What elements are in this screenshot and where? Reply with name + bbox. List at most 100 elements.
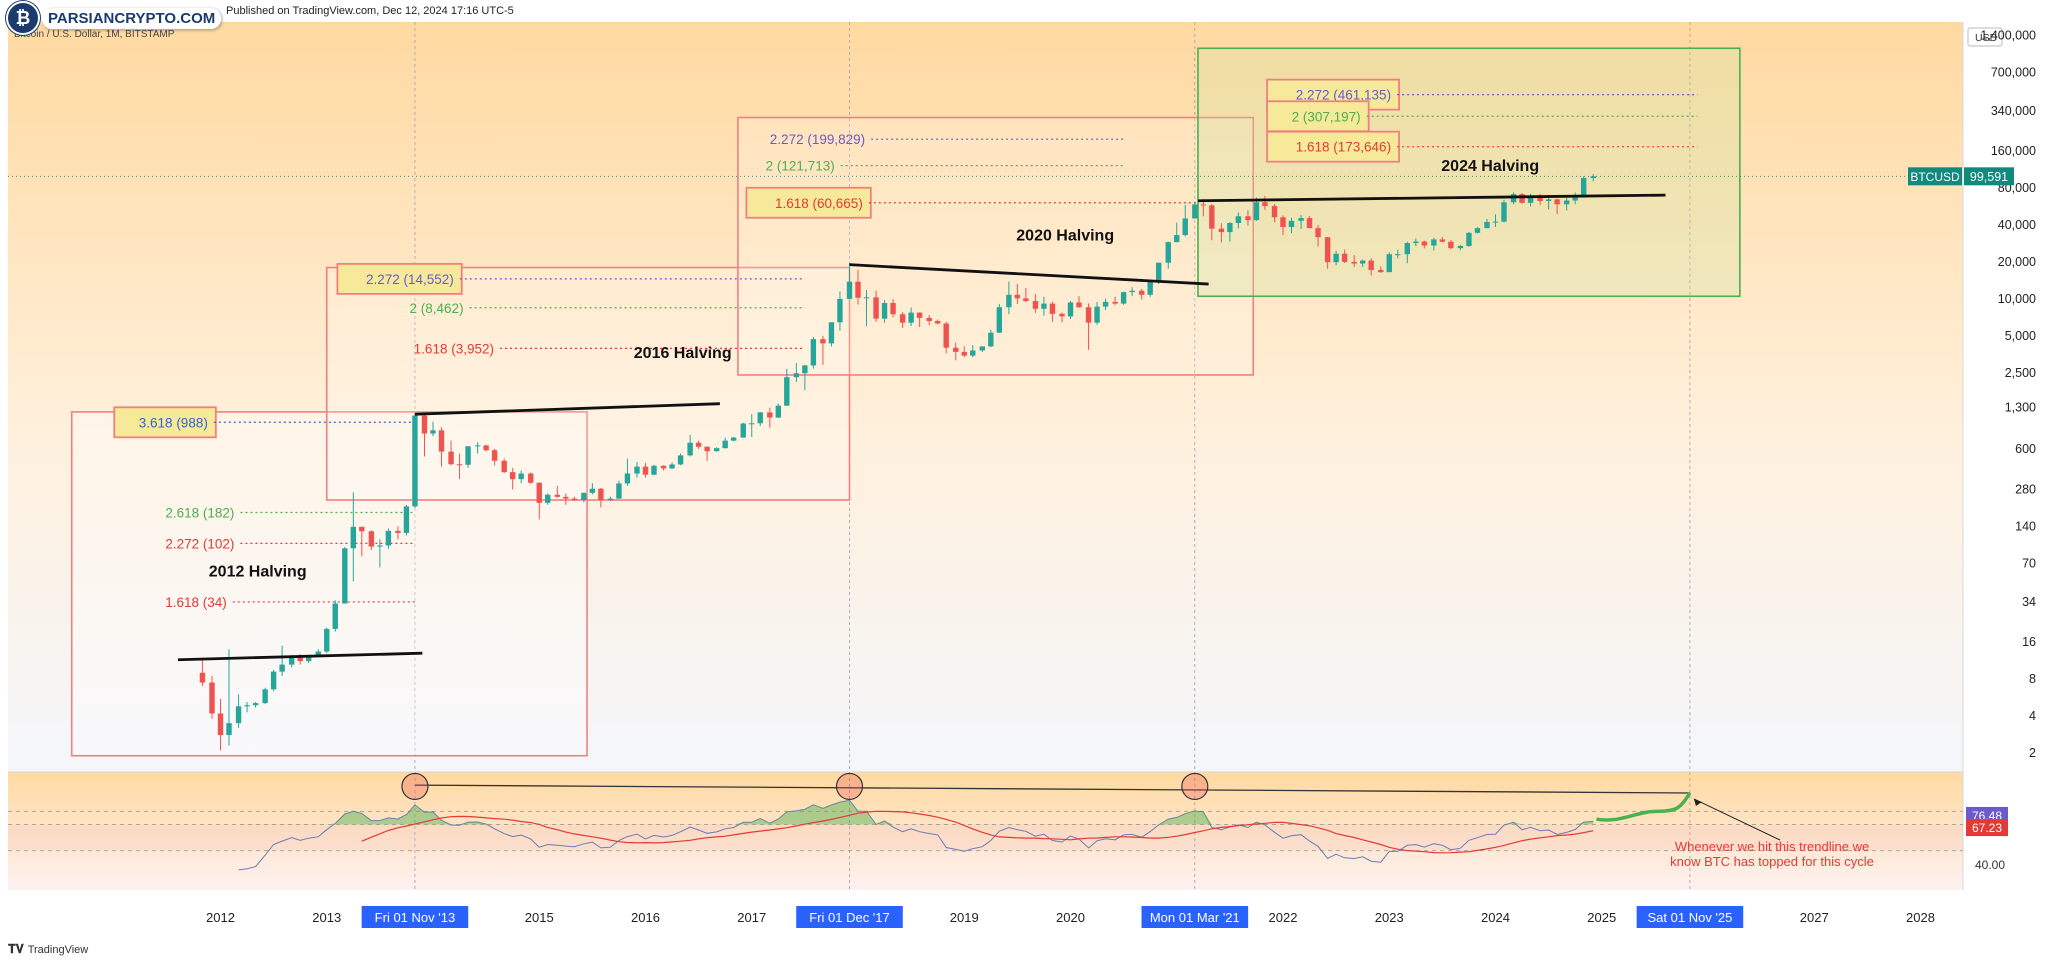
candle: [1200, 204, 1207, 206]
candle: [509, 472, 516, 480]
fib-label: 1.618 (173,646): [1296, 140, 1391, 155]
candle: [332, 603, 338, 629]
candle: [385, 530, 392, 546]
candle: [1333, 253, 1339, 263]
candle: [1298, 218, 1304, 221]
candle: [1245, 216, 1251, 221]
candle: [1138, 290, 1145, 295]
x-marker-tag: [361, 906, 469, 928]
candle: [1580, 178, 1587, 195]
candle: [1023, 298, 1029, 302]
oscillator-pane-bg: [8, 772, 1963, 890]
candle: [235, 706, 242, 724]
fib-label: 2.272 (461,135): [1296, 88, 1391, 103]
candle: [465, 446, 471, 465]
candle: [209, 682, 215, 714]
candle: [1182, 218, 1188, 236]
candle: [802, 365, 808, 374]
brand-name: TradingView: [27, 943, 89, 956]
candle: [855, 281, 861, 298]
candle: [1554, 199, 1560, 205]
x-marker-label: Sat 01 Nov '25: [1648, 910, 1733, 925]
candle: [1192, 204, 1198, 219]
candle: [926, 317, 932, 322]
candle: [1209, 205, 1215, 229]
candle: [1351, 261, 1357, 264]
candle: [1563, 200, 1570, 205]
x-marker-label: Fri 01 Nov '13: [375, 910, 456, 925]
candle: [1112, 301, 1118, 304]
x-tick-label: 2024: [1481, 910, 1510, 925]
rsi-overbought-fill: [238, 800, 1594, 825]
candle: [1235, 216, 1242, 223]
footer-brand[interactable]: 𝐓𝐕 TradingView: [8, 942, 88, 957]
projected-rsi-path: [1596, 792, 1692, 822]
candle: [1466, 232, 1472, 246]
y-tick-label: 280: [2015, 483, 2036, 497]
candle: [651, 465, 657, 475]
x-tick-label: 2023: [1375, 910, 1404, 925]
y-tick-label: 700,000: [1991, 65, 2036, 79]
y-tick-label: 4: [2029, 709, 2036, 723]
fib-label-box: [1266, 100, 1370, 133]
candle: [279, 664, 285, 672]
published-info: Published on TradingView.com, Dec 12, 20…: [226, 5, 514, 17]
candle: [377, 545, 383, 547]
box-2012: [70, 411, 588, 757]
y-tick-label: 2,500: [2005, 366, 2036, 380]
rsi-line: [238, 799, 1594, 871]
candle: [740, 423, 746, 438]
candle: [1572, 194, 1578, 201]
y-tick-label: 16: [2022, 635, 2036, 649]
fib-label: 2 (307,197): [1292, 109, 1361, 124]
symbol-tag: [1908, 167, 1962, 186]
tradingview-icon: 𝐓𝐕: [8, 942, 24, 956]
fib-label: 2.272 (199,829): [770, 132, 865, 147]
candle: [350, 526, 357, 549]
candle: [1253, 202, 1260, 221]
x-tick-label: 2028: [1906, 910, 1935, 925]
candle: [669, 464, 675, 469]
candle: [1129, 290, 1135, 293]
candle: [1102, 301, 1109, 307]
candle: [1484, 221, 1490, 229]
candle: [1439, 239, 1446, 242]
candle: [518, 473, 524, 480]
fib-label: 3.618 (988): [139, 415, 208, 430]
y-tick-label: 40,000: [1998, 218, 2036, 232]
candle: [226, 723, 232, 736]
candle: [1120, 292, 1127, 304]
candle: [448, 451, 454, 465]
x-tick-label: 2019: [950, 910, 979, 925]
candle: [430, 430, 436, 434]
candle: [324, 628, 330, 652]
candle: [1421, 241, 1428, 246]
candle: [1280, 217, 1286, 227]
candle: [863, 297, 870, 299]
x-marker-label: Fri 01 Dec '17: [809, 910, 890, 925]
candle: [1155, 262, 1162, 282]
candle: [262, 689, 268, 704]
candle: [1032, 301, 1039, 309]
osc-value-tag: [1966, 819, 2008, 837]
trendline: [849, 263, 1209, 286]
halving-label: 2012 Halving: [209, 563, 307, 580]
candle: [784, 377, 790, 406]
trendline: [177, 651, 423, 662]
x-marker-tag: [1636, 906, 1744, 928]
candle: [483, 445, 489, 451]
candle: [810, 339, 817, 366]
watermark-logo: ₿ PARSIANCRYPTO.COM: [6, 1, 222, 35]
candle: [704, 446, 710, 452]
candle: [1147, 281, 1153, 295]
candle: [634, 466, 640, 474]
candle: [996, 307, 1003, 333]
candle: [1545, 199, 1552, 201]
candle: [881, 303, 888, 319]
y-tick-label: 10,000: [1998, 292, 2036, 306]
candle: [793, 373, 800, 378]
logo-text: PARSIANCRYPTO.COM: [42, 7, 222, 29]
header-bar: Published on TradingView.com, Dec 12, 20…: [0, 0, 2048, 22]
y-tick-label: 600: [2015, 442, 2036, 456]
